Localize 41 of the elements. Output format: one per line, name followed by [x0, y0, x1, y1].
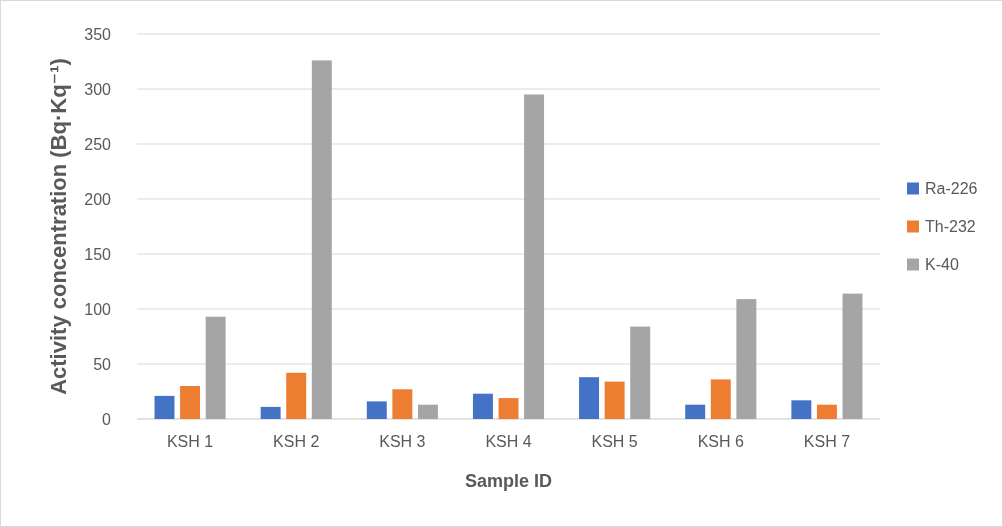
bar — [524, 94, 545, 419]
bar — [472, 393, 493, 419]
bar — [311, 60, 332, 419]
bar — [260, 406, 281, 419]
bar — [579, 377, 600, 419]
legend-label: Th-232 — [925, 218, 976, 236]
y-tick-label: 250 — [84, 135, 112, 153]
bar — [736, 299, 757, 419]
y-tick-label: 100 — [84, 300, 112, 318]
y-tick-label: 300 — [84, 80, 112, 98]
y-tick-label: 200 — [84, 190, 112, 208]
x-tick-label: KSH 5 — [591, 433, 638, 450]
y-tick-label: 0 — [102, 410, 112, 428]
x-tick-label: KSH 3 — [379, 433, 426, 450]
bar — [710, 379, 731, 419]
y-axis-title: Activity concentration (Bq·Kq⁻¹) — [46, 58, 71, 395]
bar — [366, 401, 387, 419]
bar — [180, 386, 201, 419]
bar — [630, 326, 651, 419]
x-tick-label: KSH 4 — [485, 433, 532, 450]
bar — [417, 404, 438, 419]
bar — [286, 372, 307, 419]
legend-label: Ra-226 — [925, 180, 978, 198]
bar — [842, 293, 863, 419]
x-tick-label: KSH 1 — [166, 433, 214, 450]
bar — [816, 404, 837, 419]
x-tick-label: KSH 2 — [273, 433, 320, 450]
x-axis-title: Sample ID — [464, 471, 553, 491]
bar — [154, 395, 175, 419]
x-tick-label: KSH 6 — [697, 433, 744, 450]
bar — [604, 381, 625, 419]
y-tick-label: 150 — [84, 245, 112, 263]
legend-label: K-40 — [925, 256, 959, 274]
bar — [205, 316, 226, 419]
bar — [685, 404, 706, 419]
bar — [791, 400, 812, 419]
y-tick-label: 50 — [93, 355, 112, 373]
x-tick-label: KSH 7 — [803, 433, 851, 450]
y-tick-label: 350 — [84, 25, 112, 43]
bar — [498, 398, 519, 419]
bar — [392, 389, 413, 419]
